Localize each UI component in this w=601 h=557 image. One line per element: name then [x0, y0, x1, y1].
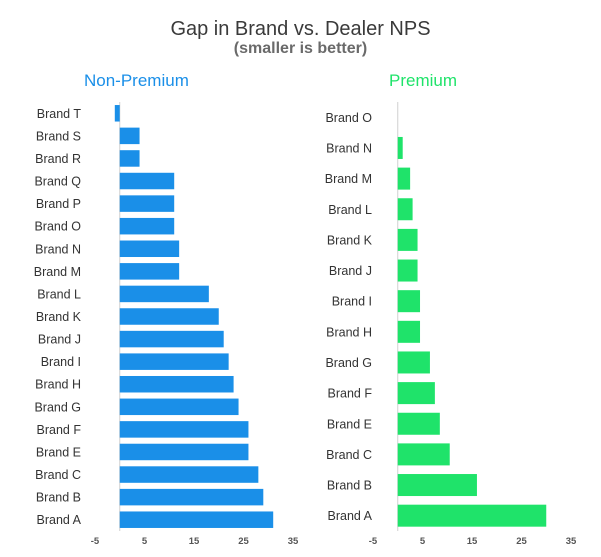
premium-category-label: Brand N [326, 141, 372, 155]
non-premium-category-label: Brand E [36, 445, 81, 459]
premium-category-label: Brand E [327, 417, 372, 431]
premium-category-label: Brand C [326, 448, 372, 462]
non-premium-bar [119, 308, 219, 325]
non-premium-category-label: Brand P [36, 197, 81, 211]
premium-bar [397, 474, 477, 497]
premium-tick-label: 25 [516, 536, 527, 547]
non-premium-bar [114, 105, 120, 122]
non-premium-bar [119, 263, 180, 280]
non-premium-category-label: Brand H [35, 378, 81, 392]
premium-tick-label: 15 [467, 536, 478, 547]
non-premium-bar [119, 172, 175, 190]
premium-bar [397, 443, 450, 466]
non-premium-category-label: Brand S [36, 129, 81, 143]
premium-category-label: Brand I [332, 295, 372, 309]
non-premium-category-label: Brand C [35, 468, 81, 482]
chart-title: Gap in Brand vs. Dealer NPS [170, 18, 431, 40]
non-premium-tick-label: 35 [288, 536, 299, 547]
non-premium-category-label: Brand J [38, 333, 81, 347]
premium-bar [397, 259, 418, 282]
premium-tick-label: 35 [566, 536, 577, 547]
non-premium-bar [119, 195, 175, 212]
premium-bar [397, 351, 430, 374]
premium-category-label: Brand O [325, 111, 372, 125]
non-premium-category-label: Brand K [36, 310, 82, 324]
premium-tick-label: 5 [420, 536, 426, 547]
non-premium-category-label: Brand B [36, 491, 81, 505]
non-premium-category-label: Brand G [34, 400, 81, 414]
non-premium-category-label: Brand N [35, 242, 81, 256]
premium-category-label: Brand B [327, 479, 372, 493]
premium-category-label: Brand F [328, 387, 373, 401]
premium-category-label: Brand G [325, 356, 372, 370]
premium-category-label: Brand L [328, 203, 372, 217]
non-premium-bar [119, 150, 140, 167]
non-premium-category-label: Brand M [34, 265, 81, 279]
non-premium-category-label: Brand R [35, 152, 81, 166]
premium-category-label: Brand M [325, 172, 372, 186]
non-premium-category-label: Brand Q [34, 175, 81, 189]
non-premium-tick-label: 25 [238, 536, 249, 547]
premium-category-label: Brand K [327, 233, 373, 247]
non-premium-bar [119, 488, 264, 506]
non-premium-tick-label: 15 [189, 536, 200, 547]
premium-bar [397, 382, 435, 405]
premium-category-label: Brand A [328, 509, 373, 523]
premium-bar [397, 198, 413, 221]
non-premium-category-label: Brand F [37, 423, 82, 437]
non-premium-bar [119, 353, 229, 370]
premium-bar [397, 320, 421, 343]
premium-bar [397, 228, 418, 251]
non-premium-bar [119, 398, 239, 416]
non-premium-bar [119, 375, 234, 393]
premium-tick-label: -5 [369, 536, 378, 547]
chart-subtitle: (smaller is better) [233, 40, 368, 57]
premium-panel-title: Premium [389, 71, 458, 90]
non-premium-tick-label: 5 [142, 536, 148, 547]
non-premium-category-label: Brand O [34, 220, 81, 234]
premium-category-label: Brand J [329, 264, 372, 278]
non-premium-bar [119, 127, 140, 145]
non-premium-bar [119, 466, 259, 483]
non-premium-bar [119, 443, 249, 461]
non-premium-bar [119, 240, 180, 258]
non-premium-bar [119, 217, 175, 235]
non-premium-category-label: Brand I [41, 355, 81, 369]
premium-bar [397, 504, 547, 527]
premium-bar [397, 136, 403, 159]
non-premium-bar [119, 330, 224, 348]
non-premium-category-label: Brand T [37, 107, 82, 121]
non-premium-bar [119, 511, 274, 528]
premium-bar [397, 167, 411, 190]
non-premium-category-label: Brand L [37, 287, 81, 301]
non-premium-panel-title: Non-Premium [84, 71, 189, 90]
premium-bar [397, 412, 440, 435]
non-premium-tick-label: -5 [91, 536, 100, 547]
non-premium-bar [119, 285, 209, 303]
non-premium-bar [119, 421, 249, 438]
premium-bar [397, 290, 421, 313]
non-premium-category-label: Brand A [37, 513, 82, 527]
premium-category-label: Brand H [326, 325, 372, 339]
